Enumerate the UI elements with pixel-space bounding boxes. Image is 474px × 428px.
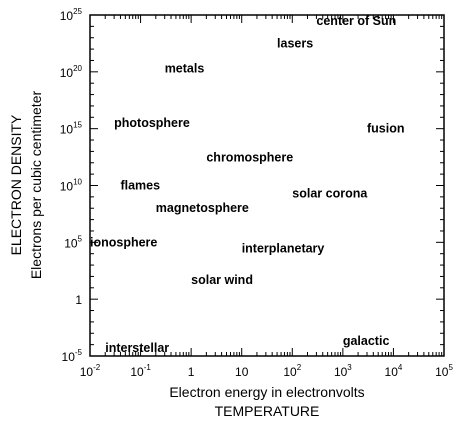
y-axis-label-secondary: Electrons per cubic centimeter	[28, 91, 44, 280]
y-tick-label: 1015	[60, 121, 83, 137]
y-tick-label: 1	[75, 293, 82, 307]
region-label: interstellar	[105, 341, 169, 355]
y-tick-label: 1025	[60, 7, 83, 23]
region-label: center of Sun	[316, 14, 396, 28]
x-tick-label: 10-1	[130, 363, 151, 379]
x-tick-label: 102	[283, 363, 301, 379]
x-tick-labels: 10-2 10-1 1 10 102 103 104 105	[80, 363, 454, 379]
region-label: photosphere	[114, 116, 190, 130]
x-tick-label: 10	[235, 365, 249, 379]
tick-marks	[89, 14, 445, 357]
y-tick-label: 1010	[60, 178, 83, 194]
x-tick-label: 10-2	[80, 363, 101, 379]
region-label: interplanetary	[242, 241, 325, 255]
y-tick-label: 10-5	[62, 348, 83, 364]
region-label: ionosphere	[90, 235, 157, 249]
x-tick-label: 104	[385, 363, 403, 379]
region-label: solar wind	[191, 273, 253, 287]
y-tick-labels: 10-5 1 105 1010 1015 1020 1025	[60, 7, 83, 364]
y-tick-label: 1020	[60, 64, 83, 80]
region-label: solar corona	[292, 186, 368, 200]
region-label: metals	[165, 61, 205, 75]
x-axis-label-secondary: TEMPERATURE	[215, 403, 320, 419]
region-label: magnetosphere	[156, 201, 249, 215]
x-tick-label: 103	[334, 363, 352, 379]
region-label: fusion	[367, 122, 405, 136]
region-label: chromosphere	[206, 150, 293, 164]
y-tick-label: 105	[64, 234, 82, 250]
x-tick-label: 1	[188, 365, 195, 379]
region-label: flames	[120, 179, 160, 193]
region-label: galactic	[343, 334, 390, 348]
x-tick-label: 105	[435, 363, 453, 379]
y-axis-label: ELECTRON DENSITY	[8, 114, 24, 255]
region-label: lasers	[277, 37, 313, 51]
x-axis-label: Electron energy in electronvolts	[169, 384, 364, 400]
